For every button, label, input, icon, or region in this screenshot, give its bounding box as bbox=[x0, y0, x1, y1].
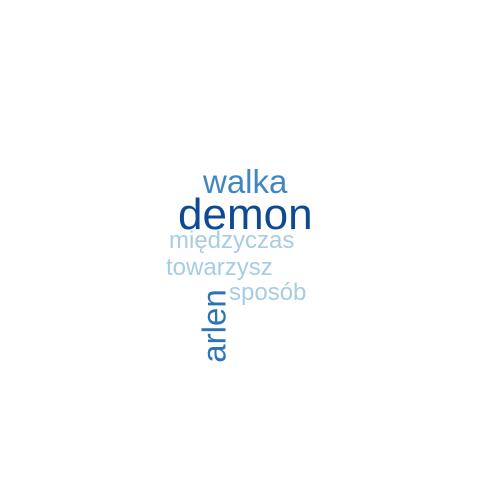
word-miedzyczas: międzyczas bbox=[169, 227, 295, 254]
word-arlen: arlen bbox=[195, 289, 233, 363]
word-towarzysz: towarzysz bbox=[166, 254, 273, 281]
word-walka: walka bbox=[203, 163, 288, 200]
word-demon: demon bbox=[178, 190, 313, 239]
word-sposob: sposób bbox=[229, 279, 307, 306]
